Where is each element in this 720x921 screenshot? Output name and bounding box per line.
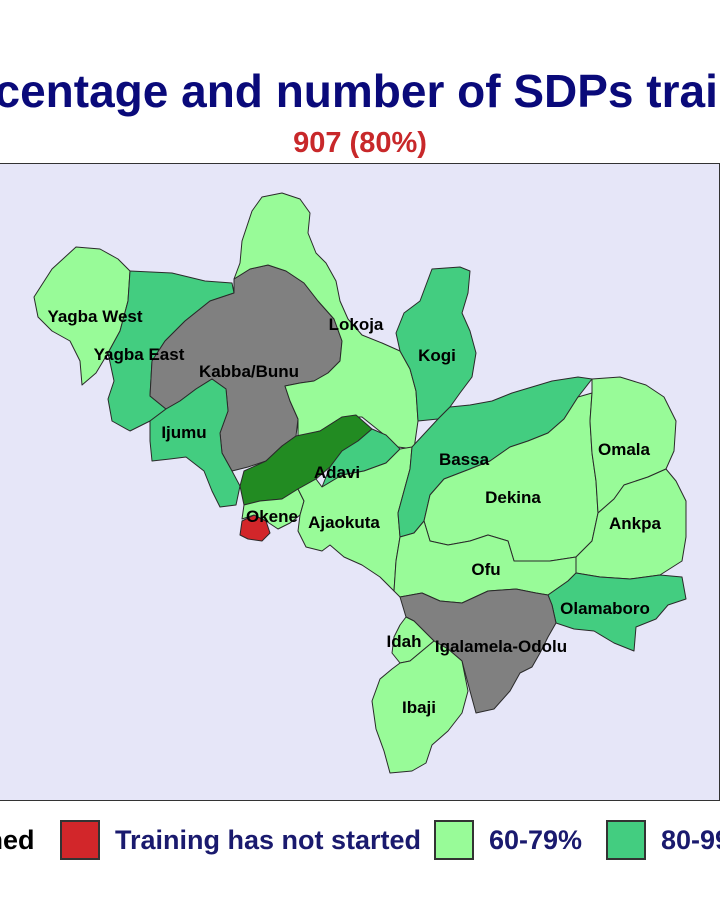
kogi-lga-map: Yagba West Yagba East Kabba/Bunu Lokoja … <box>33 192 687 774</box>
lga-label-ajaokuta: Ajaokuta <box>308 513 380 532</box>
legend-swatch-60-79 <box>434 820 474 860</box>
lga-label-omala: Omala <box>598 440 651 459</box>
legend-item-not-trained: Not trained <box>0 818 35 862</box>
lga-ijumu[interactable] <box>149 378 241 508</box>
lga-label-adavi: Adavi <box>314 463 360 482</box>
map-title: Percentage and number of SDPs trained <box>0 65 720 117</box>
map-legend: Not trained Training has not started 60-… <box>0 818 720 864</box>
legend-label-not-trained: Not trained <box>0 824 35 855</box>
lga-label-yagba-east: Yagba East <box>94 345 185 364</box>
lga-ajaokuta[interactable] <box>297 446 413 592</box>
lga-lokoja[interactable] <box>233 192 419 450</box>
lga-label-okene: Okene <box>246 507 298 526</box>
legend-label-80-99: 80-99% <box>661 824 720 855</box>
lga-label-kabba-bunu: Kabba/Bunu <box>199 362 299 381</box>
lga-label-yagba-west: Yagba West <box>47 307 142 326</box>
map-subtitle: 907 (80%) <box>293 127 427 159</box>
legend-label-60-79: 60-79% <box>489 824 583 855</box>
legend-label-not-started: Training has not started <box>115 824 422 855</box>
lga-okene-area <box>241 488 305 530</box>
lga-label-ijumu: Ijumu <box>161 423 206 442</box>
lga-label-kogi: Kogi <box>418 346 456 365</box>
lga-label-ofu: Ofu <box>471 560 500 579</box>
lga-label-ankpa: Ankpa <box>609 514 662 533</box>
legend-item-not-started: Training has not started <box>60 818 421 862</box>
lga-label-lokoja: Lokoja <box>329 315 384 334</box>
lga-label-dekina: Dekina <box>485 488 541 507</box>
lga-label-igalamela-odolu: Igalamela-Odolu <box>435 637 567 656</box>
lga-label-bassa: Bassa <box>439 450 490 469</box>
legend-swatch-80-99 <box>606 820 646 860</box>
lga-ibaji[interactable] <box>371 640 469 774</box>
lga-label-ibaji: Ibaji <box>402 698 436 717</box>
map-panel: Yagba West Yagba East Kabba/Bunu Lokoja … <box>0 163 720 801</box>
legend-item-60-79: 60-79% <box>434 818 582 862</box>
legend-item-80-99: 80-99% <box>606 818 720 862</box>
lga-adavi[interactable] <box>239 414 373 506</box>
legend-swatch-not-started <box>60 820 100 860</box>
lga-label-idah: Idah <box>387 632 422 651</box>
lga-label-olamaboro: Olamaboro <box>560 599 650 618</box>
